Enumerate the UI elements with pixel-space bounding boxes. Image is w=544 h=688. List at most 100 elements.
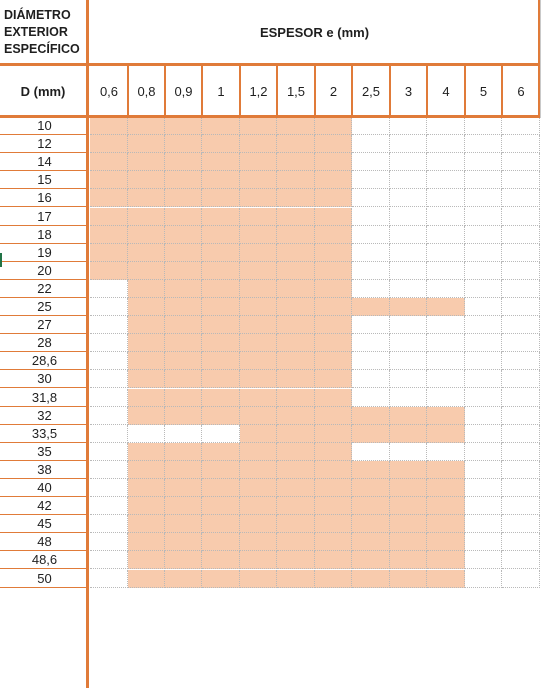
available-cell <box>315 279 352 298</box>
available-cell <box>202 261 240 280</box>
empty-cell <box>90 316 128 335</box>
empty-cell <box>90 352 128 371</box>
d-column-header: D (mm) <box>0 66 86 116</box>
empty-cell <box>465 153 502 172</box>
empty-cell <box>352 388 390 407</box>
empty-cell <box>465 225 502 244</box>
empty-cell <box>427 352 465 371</box>
diameter-header-line-2: EXTERIOR <box>4 24 68 39</box>
empty-cell <box>465 117 502 136</box>
available-cell <box>128 533 165 552</box>
diameter-cell: 50 <box>0 570 89 588</box>
empty-cell <box>390 153 427 172</box>
empty-cell <box>352 117 390 136</box>
diameter-header: DIÁMETRO EXTERIOR ESPECÍFICO <box>0 0 86 64</box>
available-cell <box>277 316 315 335</box>
available-cell <box>202 334 240 353</box>
thickness-col-divider <box>276 66 278 117</box>
thickness-col-divider <box>351 66 353 117</box>
empty-cell <box>502 298 540 317</box>
empty-cell <box>465 460 502 479</box>
empty-cell <box>352 261 390 280</box>
empty-cell <box>465 135 502 154</box>
diameter-cell: 45 <box>0 515 89 534</box>
empty-cell <box>427 243 465 262</box>
empty-cell <box>465 171 502 190</box>
available-cell <box>277 225 315 244</box>
available-cell <box>240 189 277 208</box>
available-cell <box>315 316 352 335</box>
available-cell <box>352 406 390 425</box>
available-cell <box>165 298 202 317</box>
available-cell <box>202 117 240 136</box>
diameter-cell: 20 <box>0 262 89 280</box>
thickness-col-header: 1 <box>217 83 225 99</box>
available-cell <box>315 207 352 226</box>
available-cell <box>315 334 352 353</box>
available-cell <box>315 298 352 317</box>
available-cell <box>128 207 165 226</box>
diameter-cell: 32 <box>0 407 89 425</box>
available-cell <box>165 352 202 371</box>
empty-cell <box>465 279 502 298</box>
available-cell <box>240 460 277 479</box>
diameter-cell: 33,5 <box>0 425 89 443</box>
available-cell <box>427 406 465 425</box>
available-cell <box>128 316 165 335</box>
available-cell <box>202 225 240 244</box>
available-cell <box>390 497 427 516</box>
available-cell <box>277 497 315 516</box>
empty-cell <box>90 515 128 534</box>
available-cell <box>315 261 352 280</box>
thickness-col-divider <box>239 66 241 117</box>
available-cell <box>277 370 315 389</box>
available-cell <box>128 117 165 136</box>
empty-cell <box>90 334 128 353</box>
empty-cell <box>90 479 128 498</box>
sheet-gridline <box>540 0 541 118</box>
row-marker <box>0 253 2 267</box>
available-cell <box>240 442 277 461</box>
empty-cell <box>502 261 540 280</box>
empty-cell <box>390 243 427 262</box>
empty-cell <box>90 460 128 479</box>
thickness-col-header: 0,6 <box>99 83 119 99</box>
available-cell <box>128 334 165 353</box>
available-cell <box>315 135 352 154</box>
empty-cell <box>465 424 502 443</box>
thickness-col-divider <box>389 66 391 117</box>
available-cell <box>277 334 315 353</box>
thickness-col-divider <box>426 66 428 117</box>
available-cell <box>128 189 165 208</box>
empty-cell <box>390 334 427 353</box>
available-cell <box>165 497 202 516</box>
empty-cell <box>90 388 128 407</box>
thickness-col-divider <box>464 66 466 117</box>
diameter-cell: 19 <box>0 244 89 262</box>
empty-cell <box>352 316 390 335</box>
thickness-col-header: 1,5 <box>286 83 306 99</box>
empty-cell <box>427 135 465 154</box>
available-cell <box>352 569 390 588</box>
empty-cell <box>390 316 427 335</box>
available-cell <box>165 460 202 479</box>
available-cell <box>165 316 202 335</box>
available-cell <box>202 551 240 570</box>
empty-cell <box>90 551 128 570</box>
empty-cell <box>502 316 540 335</box>
empty-cell <box>502 370 540 389</box>
empty-cell <box>465 370 502 389</box>
available-cell <box>202 153 240 172</box>
available-cell <box>90 135 128 154</box>
available-cell <box>352 479 390 498</box>
available-cell <box>128 569 165 588</box>
diameter-cell: 48,6 <box>0 551 89 570</box>
empty-cell <box>502 117 540 136</box>
available-cell <box>315 243 352 262</box>
thickness-col-divider <box>314 66 316 117</box>
available-cell <box>390 479 427 498</box>
available-cell <box>390 515 427 534</box>
empty-cell <box>502 207 540 226</box>
empty-cell <box>465 515 502 534</box>
available-cell <box>277 442 315 461</box>
